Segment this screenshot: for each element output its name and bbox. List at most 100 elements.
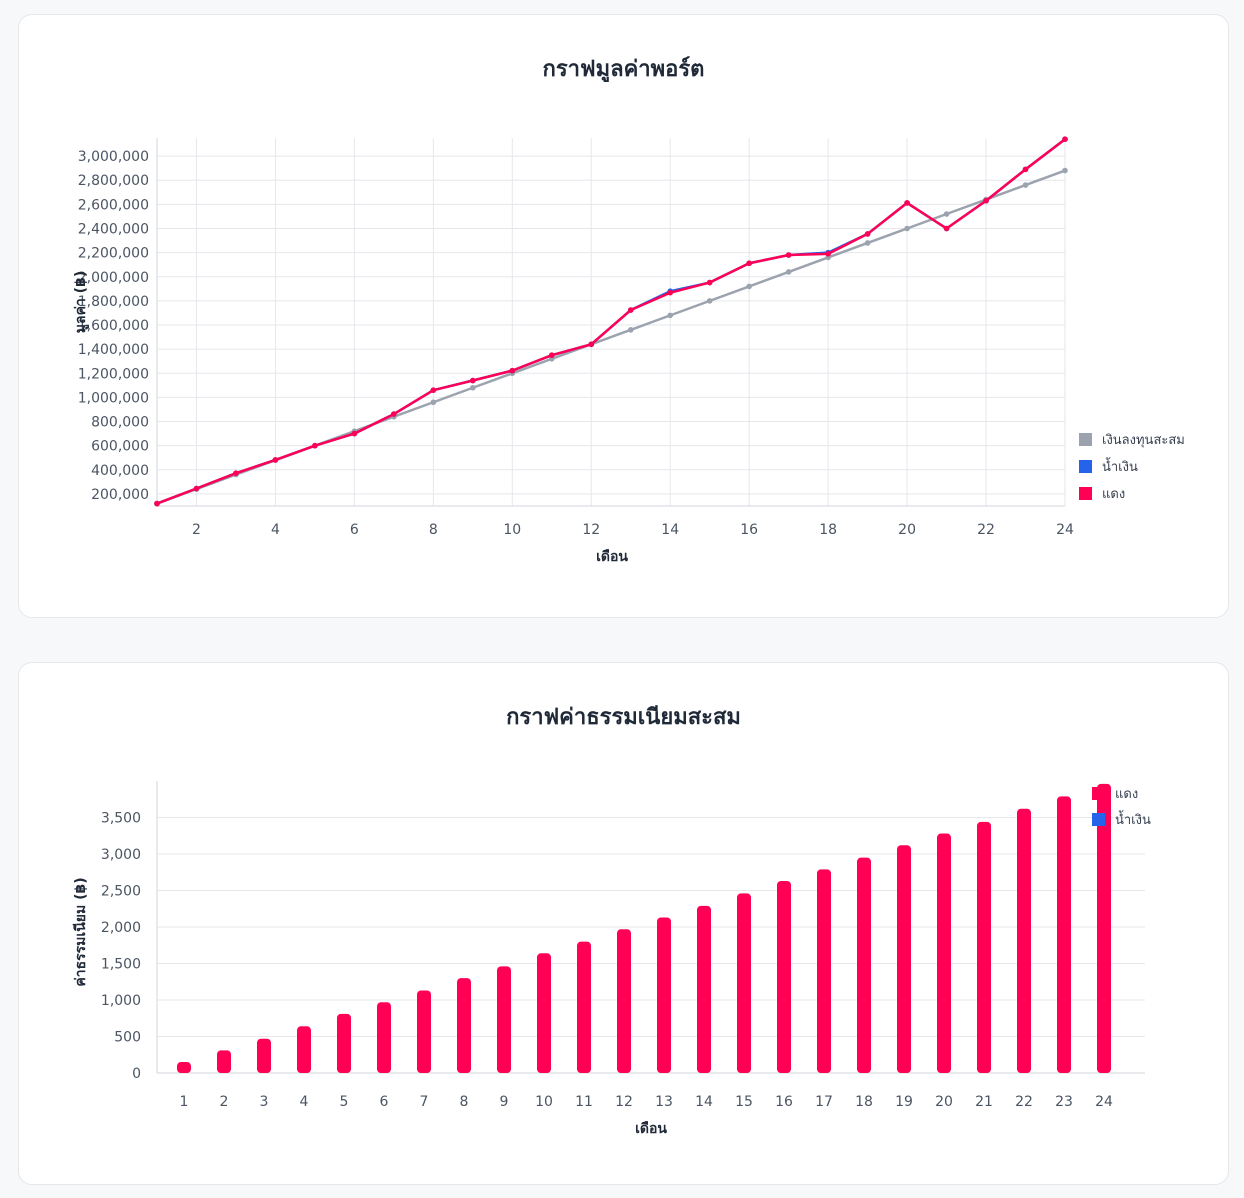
- y-tick-label: 1,000: [101, 993, 141, 1009]
- x-tick-label: 7: [420, 1094, 429, 1110]
- fee-bar: [457, 978, 471, 1073]
- y-tick-label: 0: [132, 1066, 141, 1082]
- y-tick-label: 600,000: [91, 439, 149, 455]
- x-tick-label: 6: [350, 522, 359, 538]
- data-point: [351, 430, 358, 437]
- x-tick-label: 12: [615, 1094, 633, 1110]
- fee-bar: [377, 1002, 391, 1073]
- x-tick-label: 19: [895, 1094, 913, 1110]
- portfolio-chart-title: กราฟมูลค่าพอร์ต: [542, 57, 705, 82]
- y-tick-label: 500: [114, 1030, 141, 1046]
- fee-bar: [817, 869, 831, 1073]
- x-tick-label: 16: [740, 522, 758, 538]
- data-point: [548, 352, 555, 358]
- legend-label: เงินลงทุนสะสม: [1102, 433, 1185, 448]
- data-point: [706, 298, 713, 304]
- data-point: [627, 307, 634, 313]
- x-tick-label: 8: [429, 522, 438, 538]
- legend-swatch: [1079, 433, 1092, 446]
- x-axis-title: เดือน: [635, 1121, 667, 1137]
- fee-bar: [657, 917, 671, 1073]
- data-point: [233, 470, 239, 476]
- data-point: [785, 252, 792, 258]
- data-point: [825, 251, 831, 257]
- y-tick-label: 1,500: [101, 957, 141, 973]
- x-tick-label: 13: [655, 1094, 673, 1110]
- fee-bar: [1057, 796, 1071, 1073]
- series-line: [156, 138, 1066, 505]
- fee-bar: [697, 905, 711, 1073]
- fee-bars: [177, 783, 1111, 1073]
- x-tick-label: 15: [735, 1094, 753, 1110]
- y-tick-label: 200,000: [91, 487, 149, 503]
- data-point: [1022, 182, 1029, 188]
- x-tick-label: 2: [192, 522, 201, 538]
- x-tick-label: 18: [819, 522, 837, 538]
- data-point: [193, 485, 200, 492]
- x-tick-label: 16: [775, 1094, 793, 1110]
- x-tick-label: 23: [1055, 1094, 1073, 1110]
- y-tick-label: 2,800,000: [78, 173, 149, 189]
- fee-bar: [1097, 783, 1111, 1073]
- x-tick-label: 24: [1056, 522, 1074, 538]
- x-tick-label: 17: [815, 1094, 833, 1110]
- x-tick-label: 6: [380, 1094, 389, 1110]
- y-tick-label: 2,000: [101, 920, 141, 936]
- legend-label: น้ำเงิน: [1102, 457, 1138, 475]
- legend-label: แดง: [1102, 487, 1125, 502]
- fee-bar: [937, 833, 951, 1073]
- legend-swatch: [1092, 787, 1105, 800]
- data-point: [864, 231, 871, 237]
- fee-bar: [257, 1038, 271, 1073]
- fee-bar: [337, 1013, 351, 1073]
- data-point: [430, 399, 437, 406]
- fee-bar: [977, 821, 991, 1073]
- fee-bar: [897, 845, 911, 1073]
- x-tick-label: 24: [1095, 1094, 1113, 1110]
- x-tick-label: 8: [460, 1094, 469, 1110]
- fee-bar: [737, 893, 751, 1073]
- data-point: [272, 457, 279, 463]
- data-point: [1062, 136, 1068, 143]
- x-tick-label: 4: [271, 522, 280, 538]
- y-tick-label: 1,000,000: [78, 390, 149, 406]
- portfolio-value-line-chart: 200,000 400,000 600,000 800,000 1,000,000 1,2…: [73, 136, 1185, 565]
- y-tick-label: 2,200,000: [78, 246, 149, 262]
- x-tick-label: 14: [695, 1094, 713, 1110]
- x-tick-label: 11: [575, 1094, 593, 1110]
- data-point: [943, 211, 950, 217]
- data-point: [312, 442, 318, 449]
- y-tick-label: 400,000: [91, 463, 149, 479]
- data-point: [470, 384, 476, 391]
- data-point: [904, 225, 910, 232]
- x-tick-label: 5: [340, 1094, 349, 1110]
- data-point: [667, 289, 674, 296]
- fee-bar: [537, 953, 551, 1073]
- x-tick-label: 2: [220, 1094, 229, 1110]
- data-point: [1062, 167, 1068, 174]
- fee-bar: [777, 881, 791, 1073]
- x-tick-label: 22: [1015, 1094, 1033, 1110]
- data-point: [470, 377, 476, 384]
- series-2: [154, 136, 1068, 507]
- y-tick-label: 3,500: [101, 811, 141, 827]
- legend-label: แดง: [1115, 787, 1138, 802]
- y-tick-label: 2,500: [101, 884, 141, 900]
- fee-bar: [577, 941, 591, 1073]
- data-point: [430, 387, 437, 393]
- data-point: [509, 367, 516, 374]
- data-point: [904, 200, 910, 206]
- fee-bar: [857, 857, 871, 1073]
- data-point: [667, 312, 674, 319]
- y-tick-label: 1,800,000: [78, 294, 149, 310]
- fee-bar: [497, 966, 511, 1073]
- x-tick-label: 1: [180, 1094, 189, 1110]
- fee-bar: [297, 1026, 311, 1073]
- x-tick-label: 18: [855, 1094, 873, 1110]
- x-tick-label: 20: [935, 1094, 953, 1110]
- data-point: [1022, 166, 1029, 173]
- legend-swatch: [1079, 460, 1092, 473]
